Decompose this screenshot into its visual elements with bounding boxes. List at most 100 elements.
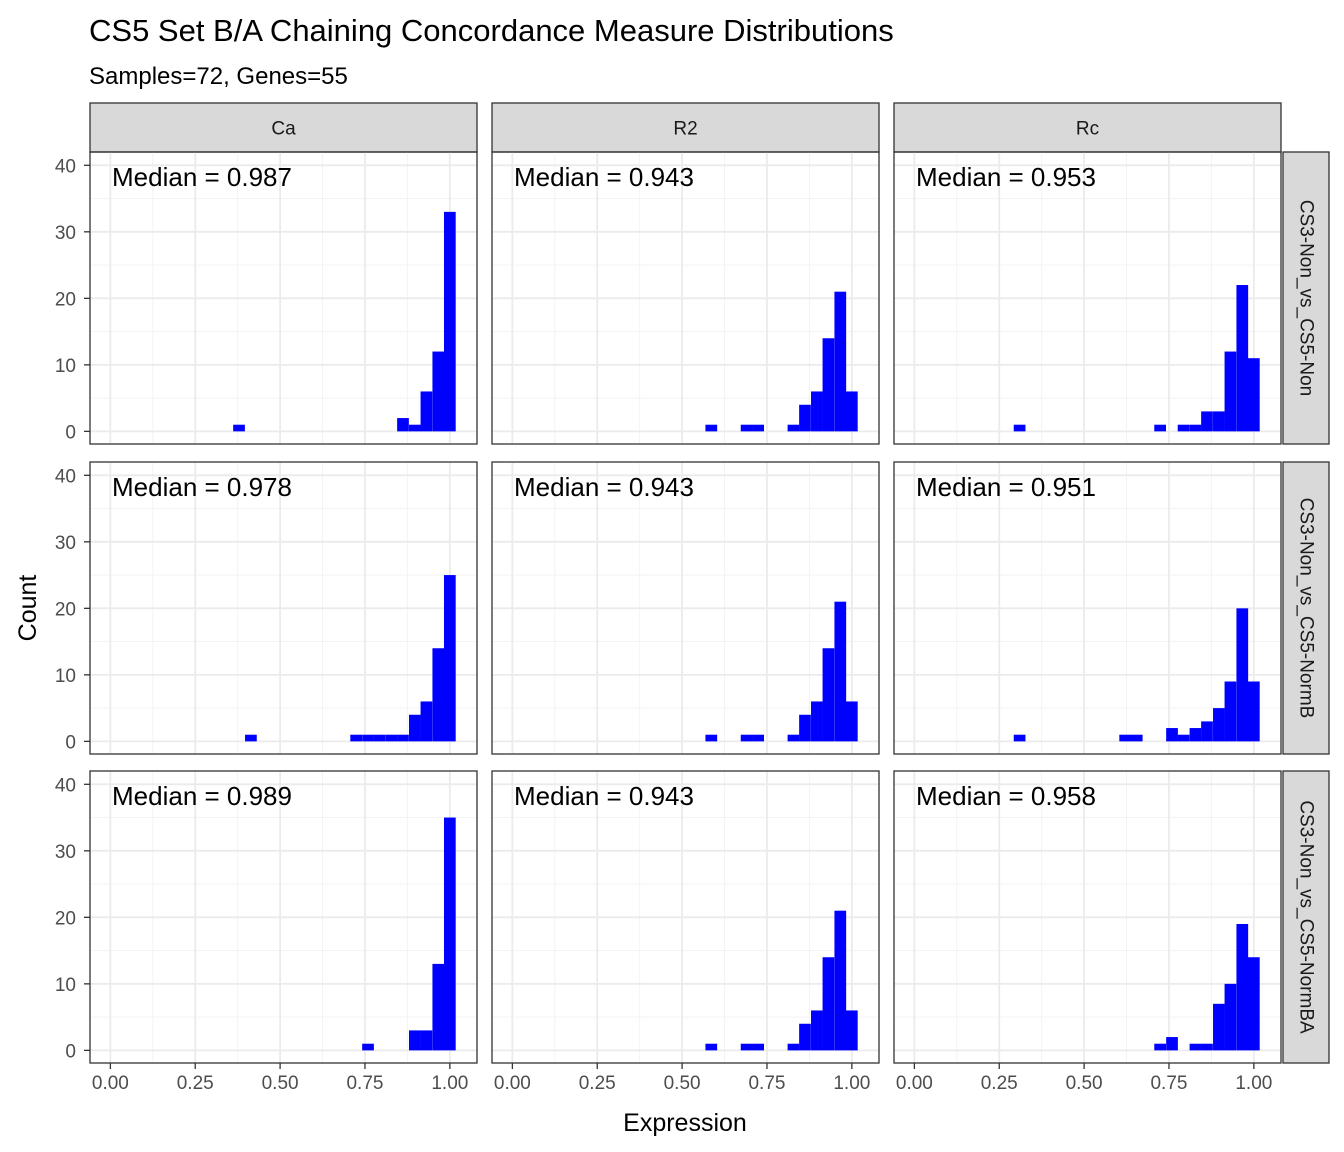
- facet-panel: Median = 0.989: [89, 770, 478, 1064]
- x-tick-label: 1.00: [833, 1073, 870, 1094]
- chart-subtitle: Samples=72, Genes=55: [89, 63, 348, 90]
- panel-border: [491, 151, 880, 445]
- histogram-bar: [822, 957, 835, 1051]
- histogram-bar: [420, 701, 433, 742]
- histogram-bar: [432, 648, 445, 742]
- histogram-bar: [409, 714, 421, 742]
- histogram-bar: [1201, 1043, 1213, 1051]
- x-tick-label: 0.00: [896, 1073, 933, 1094]
- y-tick-label: 30: [55, 842, 76, 863]
- facet-panel: Median = 0.951: [893, 461, 1282, 755]
- facet-strip-row-label: CS3-Non_vs_CS5-NormBA: [1296, 800, 1317, 1034]
- median-label: Median = 0.951: [916, 472, 1096, 502]
- histogram-bar: [1247, 358, 1260, 432]
- x-tick-label: 0.50: [1066, 1073, 1103, 1094]
- facet-strip-row: [1282, 461, 1330, 755]
- chart-title: CS5 Set B/A Chaining Concordance Measure…: [89, 13, 894, 48]
- y-tick-label: 0: [65, 732, 76, 753]
- histogram-bar: [787, 734, 800, 742]
- x-tick-label: 0.00: [92, 1073, 129, 1094]
- histogram-bar: [845, 391, 858, 432]
- histogram-bar: [705, 734, 718, 742]
- histogram-bar: [1189, 424, 1202, 432]
- histogram-bar: [1213, 411, 1225, 432]
- median-label: Median = 0.978: [112, 472, 292, 502]
- median-label: Median = 0.989: [112, 781, 292, 811]
- histogram-bar: [1236, 285, 1249, 432]
- facet-strip-row: [1282, 770, 1330, 1064]
- histogram-bar: [1201, 721, 1213, 742]
- x-tick-label: 0.50: [262, 1073, 299, 1094]
- x-axis-title: Expression: [623, 1109, 747, 1137]
- histogram-bar: [397, 418, 409, 432]
- histogram-bar: [1166, 728, 1178, 742]
- facet-panel: Median = 0.953: [893, 151, 1282, 445]
- histogram-bar: [1213, 1003, 1225, 1051]
- histogram-bar: [1224, 351, 1237, 432]
- histogram-bar: [362, 1043, 374, 1051]
- histogram-bar: [432, 963, 445, 1051]
- histogram-bar: [233, 424, 245, 432]
- y-tick-label: 40: [55, 466, 76, 487]
- facet-panel: Median = 0.978: [89, 461, 478, 755]
- facet-panel: Median = 0.943: [491, 151, 880, 445]
- facet-strip-col-label: Rc: [1076, 119, 1099, 140]
- y-tick-label: 40: [55, 775, 76, 796]
- median-label: Median = 0.943: [514, 472, 694, 502]
- histogram-bar: [385, 734, 398, 742]
- facet-panel: Median = 0.958: [893, 770, 1282, 1064]
- histogram-bar: [1013, 734, 1026, 742]
- histogram-bar: [1224, 983, 1237, 1051]
- facet-strip-col: [491, 102, 880, 153]
- facet-strip-row-label: CS3-Non_vs_CS5-Non: [1296, 200, 1317, 396]
- x-tick-label: 0.25: [981, 1073, 1018, 1094]
- panel-border: [491, 461, 880, 755]
- histogram-bar: [740, 1043, 753, 1051]
- y-tick-label: 20: [55, 599, 76, 620]
- histogram-bar: [1013, 424, 1026, 432]
- histogram-bar: [1201, 411, 1213, 432]
- histogram-bar: [799, 404, 811, 432]
- histogram-bar: [799, 1023, 811, 1051]
- facet-panel: Median = 0.987: [89, 151, 478, 445]
- facet-strip-col: [893, 102, 1282, 153]
- histogram-bar: [822, 648, 835, 742]
- facet-strip-col-label: R2: [673, 119, 697, 140]
- facet-panel: Median = 0.943: [491, 770, 880, 1064]
- panel-border: [893, 151, 1282, 445]
- histogram-bar: [834, 291, 847, 432]
- histogram-bar: [409, 424, 421, 432]
- histogram-bar: [1247, 681, 1260, 742]
- histogram-bar: [1189, 1043, 1202, 1051]
- y-tick-label: 30: [55, 533, 76, 554]
- histogram-bar: [1213, 708, 1225, 742]
- median-label: Median = 0.943: [514, 162, 694, 192]
- x-tick-label: 0.25: [177, 1073, 214, 1094]
- histogram-bar: [420, 391, 433, 432]
- x-tick-label: 0.50: [664, 1073, 701, 1094]
- histogram-bar: [799, 714, 811, 742]
- facet-strip-row: [1282, 151, 1330, 445]
- histogram-bar: [811, 1010, 823, 1051]
- x-tick-label: 0.00: [494, 1073, 531, 1094]
- histogram-bar: [1224, 681, 1237, 742]
- histogram-bar: [845, 701, 858, 742]
- histogram-bar: [1166, 1037, 1178, 1051]
- histogram-bar: [787, 424, 800, 432]
- histogram-bar: [787, 1043, 800, 1051]
- x-tick-label: 1.00: [1235, 1073, 1272, 1094]
- facet-strip-col-label: Ca: [271, 119, 296, 140]
- histogram-bar: [245, 734, 257, 742]
- x-tick-label: 0.75: [346, 1073, 383, 1094]
- histogram-bar: [443, 817, 456, 1051]
- facet-grid: Ca R2 Rc CS3-Non_vs_CS5-Non CS3-Non_vs_CS5-N…: [55, 102, 1330, 1094]
- histogram-bar: [420, 1030, 433, 1051]
- histogram-bar: [811, 701, 823, 742]
- histogram-bar: [1177, 424, 1190, 432]
- x-tick-label: 0.75: [1150, 1073, 1187, 1094]
- histogram-bar: [811, 391, 823, 432]
- histogram-bar: [1247, 957, 1260, 1051]
- facet-strip-row-label: CS3-Non_vs_CS5-NormB: [1296, 498, 1317, 719]
- y-tick-label: 10: [55, 666, 76, 687]
